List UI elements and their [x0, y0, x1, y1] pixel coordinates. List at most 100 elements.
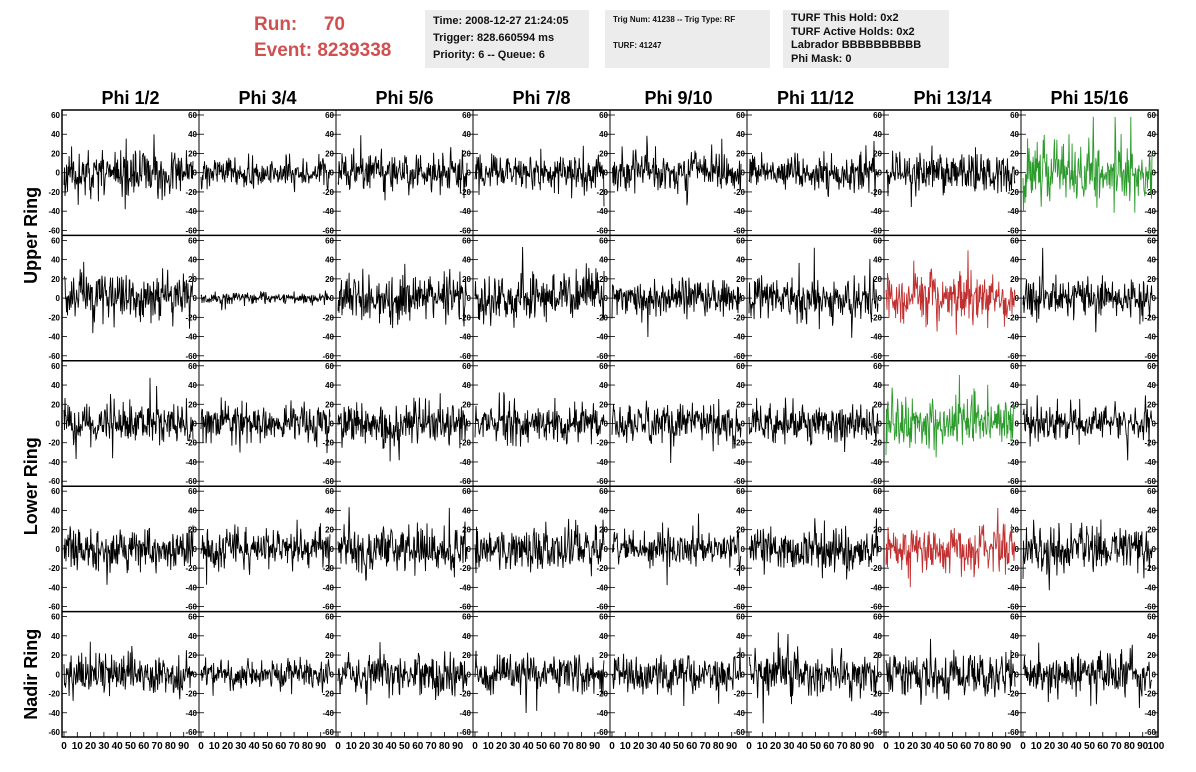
x-tick-label: 60 [275, 741, 287, 752]
waveform-trace [474, 145, 605, 207]
y-tick-label: 20 [325, 275, 334, 284]
x-tick-label: 30 [372, 741, 384, 752]
y-tick-label: -40 [322, 709, 334, 718]
y-tick-label: 40 [1147, 506, 1156, 515]
y-tick-label: -20 [596, 564, 608, 573]
y-tick-label: -20 [48, 188, 60, 197]
y-tick-label: -20 [322, 313, 334, 322]
trig-num-line: Trig Num: 41238 -- Trig Type: RF [613, 15, 736, 24]
y-tick-label: -60 [870, 603, 882, 612]
column-title: Phi 7/8 [512, 88, 570, 108]
y-tick-label: -40 [1144, 333, 1156, 342]
y-tick-label: 0 [1152, 169, 1157, 178]
x-tick-label: 90 [452, 741, 464, 752]
y-tick-label: -40 [48, 583, 60, 592]
x-tick-label: 90 [589, 741, 601, 752]
y-tick-label: 40 [873, 130, 882, 139]
y-tick-label: 0 [467, 545, 472, 554]
y-tick-label: -40 [733, 709, 745, 718]
y-tick-label: -40 [322, 207, 334, 216]
y-tick-label: -60 [459, 226, 471, 235]
x-tick-label: 10 [72, 741, 84, 752]
run-event-info: Run: 70 Event: 8239338 [254, 12, 391, 64]
y-tick-label: 20 [1147, 400, 1156, 409]
waveform-trace [611, 647, 742, 707]
y-tick-label: 0 [878, 670, 883, 679]
y-tick-label: -60 [48, 226, 60, 235]
y-tick-label: -20 [459, 313, 471, 322]
y-tick-label: 60 [873, 487, 882, 496]
y-tick-label: -20 [1144, 439, 1156, 448]
waveform-trace [337, 263, 468, 329]
waveform-trace [200, 290, 331, 311]
y-tick-label: -20 [1144, 564, 1156, 573]
x-tick-label: 0 [883, 741, 889, 752]
y-tick-label: 0 [1152, 294, 1157, 303]
y-tick-label: 0 [741, 545, 746, 554]
y-tick-label: -60 [322, 477, 334, 486]
y-tick-label: -40 [733, 333, 745, 342]
y-tick-label: -60 [459, 352, 471, 361]
y-tick-label: -60 [870, 352, 882, 361]
y-tick-label: -60 [1007, 352, 1019, 361]
x-tick-label: 50 [810, 741, 822, 752]
x-tick-label: 0 [1020, 741, 1026, 752]
y-tick-label: 40 [736, 632, 745, 641]
column-title: Phi 1/2 [101, 88, 159, 108]
y-tick-label: 60 [599, 111, 608, 120]
y-tick-label: -40 [322, 333, 334, 342]
y-tick-label: 40 [1147, 381, 1156, 390]
y-tick-label: -60 [596, 603, 608, 612]
y-tick-label: -60 [870, 226, 882, 235]
y-tick-label: 20 [873, 149, 882, 158]
y-tick-label: 60 [1010, 111, 1019, 120]
y-tick-label: -20 [596, 439, 608, 448]
y-tick-label: 20 [51, 275, 60, 284]
x-tick-label: 50 [399, 741, 411, 752]
y-tick-label: -20 [596, 188, 608, 197]
y-tick-label: -60 [322, 603, 334, 612]
column-title: Phi 3/4 [238, 88, 296, 108]
y-tick-label: 0 [467, 294, 472, 303]
y-tick-label: 0 [330, 169, 335, 178]
column-title: Phi 5/6 [375, 88, 433, 108]
x-tick-label: 50 [262, 741, 274, 752]
y-tick-label: -40 [1007, 207, 1019, 216]
turf-info-box: TURF This Hold: 0x2 TURF Active Holds: 0… [783, 10, 949, 68]
y-tick-label: 40 [462, 506, 471, 515]
y-tick-label: 60 [325, 236, 334, 245]
time-info-box: Time: 2008-12-27 21:24:05 Trigger: 828.6… [425, 10, 589, 68]
waveform-trace [1022, 116, 1153, 213]
y-tick-label: -60 [185, 728, 197, 737]
y-tick-label: -40 [1007, 458, 1019, 467]
y-tick-label: 60 [325, 111, 334, 120]
x-tick-label: 10 [483, 741, 495, 752]
y-tick-label: 40 [599, 506, 608, 515]
y-tick-label: 20 [873, 400, 882, 409]
x-tick-label: 10 [894, 741, 906, 752]
y-tick-label: 0 [467, 420, 472, 429]
y-tick-label: -20 [596, 313, 608, 322]
y-tick-label: -20 [1144, 690, 1156, 699]
y-tick-label: 40 [325, 130, 334, 139]
y-tick-label: -40 [1007, 333, 1019, 342]
y-tick-label: -60 [1007, 728, 1019, 737]
x-tick-label: 20 [633, 741, 645, 752]
y-tick-label: 0 [1015, 420, 1020, 429]
y-tick-label: -20 [185, 564, 197, 573]
y-tick-label: 20 [1147, 526, 1156, 535]
y-tick-label: -40 [596, 333, 608, 342]
y-tick-label: 0 [604, 294, 609, 303]
y-tick-label: 0 [330, 670, 335, 679]
y-tick-label: -60 [48, 728, 60, 737]
y-tick-label: -60 [596, 226, 608, 235]
run-row: Run: 70 [254, 12, 391, 38]
column-title: Phi 9/10 [644, 88, 712, 108]
x-tick-label: 90 [1137, 741, 1149, 752]
y-tick-label: 20 [325, 526, 334, 535]
y-tick-label: -20 [733, 439, 745, 448]
y-tick-label: -60 [1144, 603, 1156, 612]
x-tick-label: 20 [907, 741, 919, 752]
y-tick-label: -40 [733, 207, 745, 216]
